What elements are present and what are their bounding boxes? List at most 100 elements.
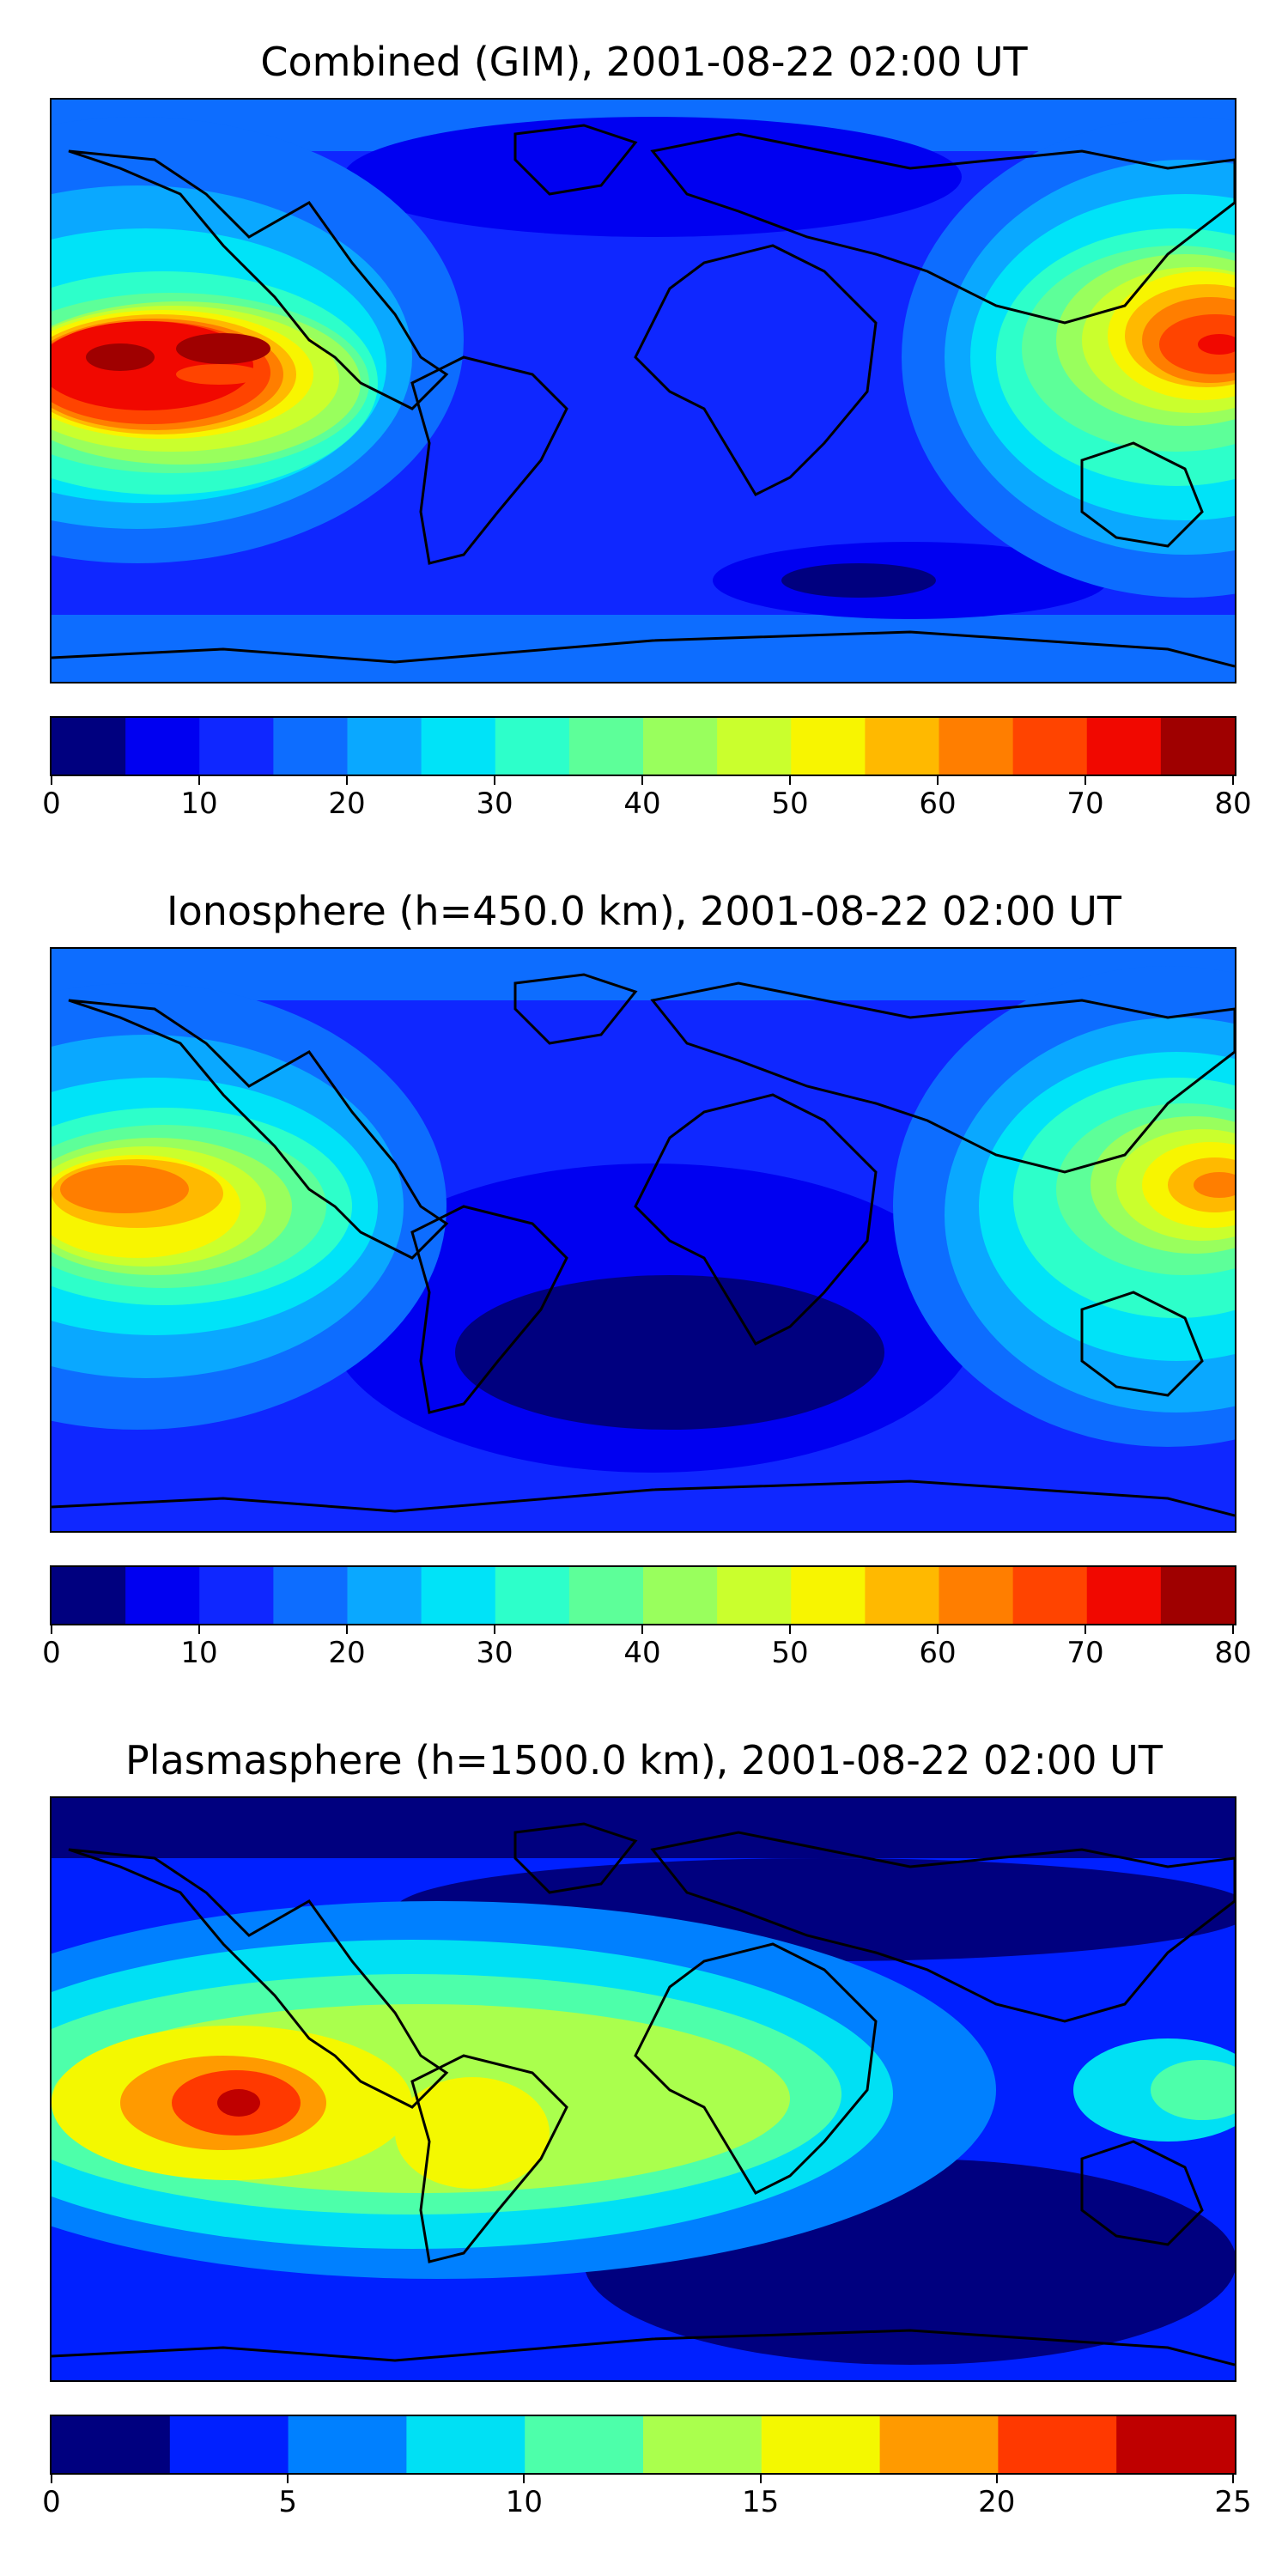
colorbar-tick-label: 25 <box>1214 2485 1252 2519</box>
colorbar-tick <box>287 2473 289 2483</box>
colorbar-segment <box>865 1567 940 1624</box>
colorbar-tick-label: 5 <box>278 2485 298 2519</box>
colorbar-tick <box>494 1624 495 1634</box>
colorbar-segment <box>421 1567 496 1624</box>
colorbar-tick <box>641 1624 643 1634</box>
colorbar-svg <box>52 718 1235 775</box>
colorbar-segment <box>495 718 570 775</box>
tec-map-svg <box>52 1798 1235 2380</box>
colorbar-tick <box>789 775 791 785</box>
tec-map-svg <box>52 949 1235 1531</box>
colorbar-ticks: 0 5 10 15 20 25 <box>42 2473 1252 2524</box>
colorbar-segment <box>879 2416 999 2473</box>
colorbar-tick <box>523 2473 526 2483</box>
coastlines <box>52 124 1235 668</box>
colorbar-segment <box>717 1567 792 1624</box>
colorbar-segment <box>288 2416 407 2473</box>
colorbar-tick-label: 70 <box>1066 1636 1104 1670</box>
colorbar-ticks: 0 10 20 30 40 50 60 70 80 <box>42 775 1252 826</box>
colorbar-tick <box>759 2473 762 2483</box>
colorbar-segment <box>52 718 126 775</box>
colorbar-segment <box>273 718 349 775</box>
colorbar-tick-label: 0 <box>42 1636 61 1670</box>
colorbar-segment <box>421 718 496 775</box>
colorbar-segment <box>761 2416 881 2473</box>
colorbar-tick-label: 15 <box>741 2485 780 2519</box>
colorbar-segment <box>495 1567 570 1624</box>
colorbar-tick-label: 30 <box>476 1636 513 1670</box>
tec-map <box>50 947 1236 1533</box>
colorbar-segment <box>347 718 422 775</box>
colorbar-segment <box>1012 718 1088 775</box>
tec-map-svg <box>52 100 1235 682</box>
colorbar-segment <box>169 2416 289 2473</box>
colorbar-segment <box>643 2416 762 2473</box>
colorbar-segment <box>406 2416 526 2473</box>
tec-map <box>50 1796 1236 2382</box>
colorbar-tick <box>937 1624 939 1634</box>
tec-map <box>50 98 1236 683</box>
colorbar-tick <box>1232 775 1234 785</box>
colorbar-tick-label: 10 <box>505 2485 544 2519</box>
colorbar-tick <box>198 1624 200 1634</box>
panel-title: Ionosphere (h=450.0 km), 2001-08-22 02:0… <box>167 888 1121 934</box>
colorbar-tick <box>1232 1624 1234 1634</box>
colorbar-tick <box>1084 1624 1086 1634</box>
colorbar <box>50 716 1236 776</box>
colorbar-tick-label: 20 <box>978 2485 1016 2519</box>
colorbar-segment <box>1116 2416 1235 2473</box>
colorbar-tick-label: 30 <box>476 787 513 821</box>
colorbar-segment <box>998 2416 1117 2473</box>
colorbar-segment <box>568 718 644 775</box>
colorbar-tick-label: 60 <box>919 787 957 821</box>
colorbar-segment <box>52 1567 126 1624</box>
colorbar-tick-label: 0 <box>42 2485 61 2519</box>
colorbar-tick <box>937 775 939 785</box>
colorbar-tick <box>995 2473 998 2483</box>
panel-title: Plasmasphere (h=1500.0 km), 2001-08-22 0… <box>125 1737 1163 1783</box>
colorbar-tick-label: 80 <box>1214 787 1252 821</box>
colorbar-tick <box>1232 2473 1234 2483</box>
colorbar-segment <box>568 1567 644 1624</box>
colorbar-tick <box>198 775 200 785</box>
colorbar-tick-label: 10 <box>180 1636 218 1670</box>
colorbar <box>50 1565 1236 1625</box>
colorbar-segment <box>1086 1567 1162 1624</box>
colorbar-tick <box>346 775 348 785</box>
colorbar-tick <box>346 1624 348 1634</box>
colorbar-segment <box>643 1567 718 1624</box>
colorbar-segment <box>1012 1567 1088 1624</box>
colorbar-tick-label: 50 <box>771 787 809 821</box>
colorbar-segment <box>717 718 792 775</box>
colorbar-segment <box>939 718 1014 775</box>
colorbar-tick <box>51 775 52 785</box>
colorbar-segment <box>1086 718 1162 775</box>
colorbar-segment <box>125 1567 200 1624</box>
colorbar-tick <box>51 2473 52 2483</box>
colorbar-tick-label: 70 <box>1066 787 1104 821</box>
colorbar-tick-label: 20 <box>328 1636 366 1670</box>
panel-title: Combined (GIM), 2001-08-22 02:00 UT <box>260 39 1028 85</box>
colorbar-segment <box>525 2416 644 2473</box>
colorbar-segment <box>273 1567 349 1624</box>
colorbar-tick-label: 40 <box>623 1636 661 1670</box>
colorbar-tick <box>641 775 643 785</box>
coastlines <box>52 1822 1235 2366</box>
colorbar-tick-label: 20 <box>328 787 366 821</box>
colorbar-tick-label: 40 <box>623 787 661 821</box>
colorbar-ticks: 0 10 20 30 40 50 60 70 80 <box>42 1624 1252 1675</box>
colorbar-segment <box>199 1567 274 1624</box>
colorbar-segment <box>1160 1567 1235 1624</box>
colorbar-tick-label: 60 <box>919 1636 957 1670</box>
colorbar-segment <box>125 718 200 775</box>
colorbar-segment <box>199 718 274 775</box>
colorbar-segment <box>643 718 718 775</box>
coastlines <box>52 973 1235 1517</box>
colorbar-tick-label: 0 <box>42 787 61 821</box>
colorbar-segment <box>865 718 940 775</box>
colorbar-tick <box>1084 775 1086 785</box>
colorbar-segment <box>791 1567 866 1624</box>
colorbar-svg <box>52 1567 1235 1624</box>
colorbar-segment <box>52 2416 171 2473</box>
colorbar-segment <box>939 1567 1014 1624</box>
